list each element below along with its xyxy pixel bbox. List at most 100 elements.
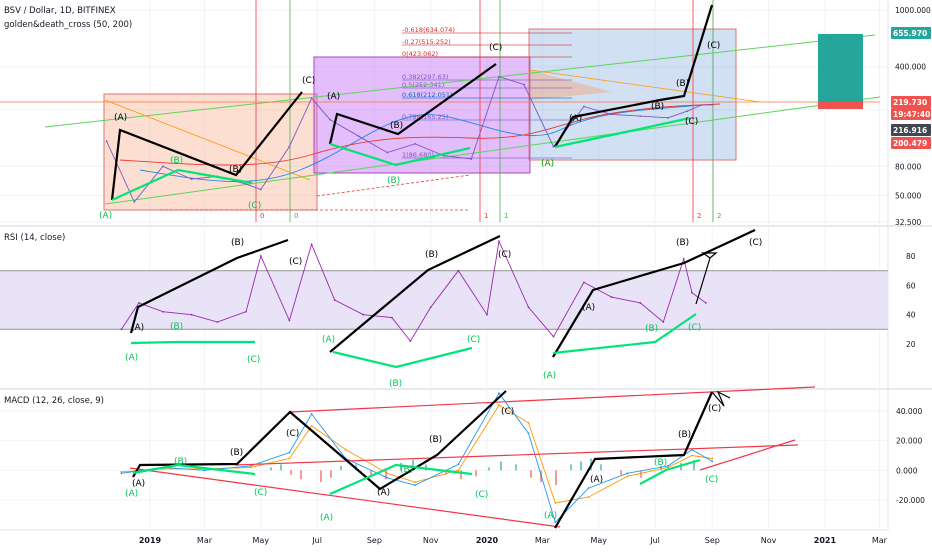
vertical-marker-label: 0 [294,212,298,220]
macd-histogram-bar [640,470,642,478]
macd-line-point [386,476,389,479]
macd-wave-label: (C) [254,488,267,498]
wave-label: (C) [489,43,502,53]
price-axis-tick-label: 1000.000 [895,6,931,15]
target-box-profit[interactable] [818,34,863,104]
rsi-line-point [639,302,642,304]
macd-signal-line-point [344,448,347,451]
time-axis-tick-label: Sep [705,536,720,545]
price-badge-label: 216.916 [893,126,927,135]
price-line-point [414,142,416,145]
wave-abc-green-2019[interactable] [111,168,253,202]
macd-wave-label: (A) [125,489,138,499]
rsi-wave-black[interactable] [129,238,289,334]
macd-wave-black-3[interactable] [554,391,714,529]
macd-indicator-title[interactable]: MACD (12, 26, close, 9) [4,396,104,406]
wave-label: (B) [387,176,400,186]
macd-short-trend[interactable] [699,439,796,471]
wave-abc-green-2020[interactable] [554,116,691,149]
wave-abc-black-2019b[interactable] [328,63,497,145]
rsi-line-point [162,310,164,313]
macd-histogram-bar [530,470,532,478]
rsi-wave-green[interactable] [130,340,255,345]
rsi-line-point [429,306,432,309]
macd-wave-label: (A) [590,475,603,485]
price-badge-label: 200.479 [893,139,927,148]
vertical-marker-label: 0 [260,212,264,220]
fib-level-label: 0.618(212.051) [402,91,453,99]
indicator-golden-death-cross[interactable]: golden&death_cross (50, 200) [4,20,133,30]
macd-lower-trend[interactable] [129,467,561,528]
price-axis-tick-label: 400.000 [895,63,926,72]
wave-label: (C) [707,41,720,51]
wave-abc-green-2019b[interactable] [329,142,471,167]
upper-trend-line[interactable] [44,34,876,128]
macd-histogram-bar [370,470,372,477]
ma-200-line [119,103,721,166]
rsi-line-point [362,313,365,316]
rsi-wave-label: (B) [231,238,244,248]
rsi-wave-green-2[interactable] [332,346,473,369]
rsi-line-point [527,306,530,309]
macd-histogram-bar [580,461,582,471]
macd-wave-label: (C) [475,490,488,500]
wave-abc-black-2020[interactable] [554,4,714,148]
rsi-line-point [120,328,123,331]
macd-wave-label: (A) [544,511,557,521]
macd-wave-green[interactable] [132,463,256,476]
rsi-axis-tick-label: 60 [906,281,916,290]
macd-line-point [288,451,291,454]
rsi-line-point [190,313,193,316]
rsi-wave-green-3[interactable] [552,313,697,355]
macd-signal-line-point [249,466,252,469]
macd-axis-tick-label: 40.000 [896,407,922,416]
macd-upper-trend[interactable] [289,386,816,413]
rsi-line-point [486,313,488,316]
price-line-point [259,188,262,191]
wave-label: (C) [302,76,315,86]
macd-histogram-bar [600,464,602,471]
rsi-line-point [552,335,555,338]
macd-signal-line-point [626,475,629,478]
macd-axis-tick-label: 0.000 [896,466,918,475]
macd-histogram-bar [620,470,622,475]
macd-axis-tick-label: -20.000 [896,496,925,505]
rsi-indicator-title[interactable]: RSI (14, close) [4,233,66,243]
price-line-point [470,158,473,160]
macd-signal-line-point [414,481,416,484]
wave-abc-black-2019[interactable] [110,91,303,201]
fib-level-label: 0(423.062) [402,50,438,58]
macd-wave-green-3[interactable] [639,458,701,485]
symbol-title[interactable]: BSV / Dollar, 1D, BITFINEX [4,6,116,16]
time-axis-tick-label: Mar [197,536,213,545]
rsi-line-point [409,340,412,342]
price-line-point [700,104,703,107]
price-line-point [133,200,136,203]
macd-signal-line-point [554,502,557,504]
rsi-wave-black-3[interactable] [552,229,756,358]
macd-signal-line-point [310,424,313,427]
price-badge-label: 655.970 [893,29,927,38]
wave-label: (A) [569,114,582,124]
rsi-wave-label: (A) [582,303,595,313]
macd-histogram-bar [555,470,557,486]
time-axis-tick-label: 2020 [476,536,499,545]
rsi-wave-black-2[interactable] [329,235,501,353]
rsi-line-point [583,281,585,284]
macd-signal-line-point [457,469,460,472]
macd-mid-trend[interactable] [234,444,799,466]
macd-signal-line-point [667,466,669,469]
wave-label: (B) [676,79,689,89]
macd-histogram-bar [270,467,272,471]
lower-trend-line[interactable] [104,96,881,205]
macd-wave-green-2[interactable] [329,463,473,496]
macd-line-point [711,460,714,463]
target-box-stop[interactable] [818,102,863,109]
vertical-marker-label: 1 [504,212,508,220]
macd-line-point [667,464,669,467]
macd-wave-black[interactable] [132,390,507,491]
price-line-point [288,145,291,148]
macd-wave-label: (A) [132,479,145,489]
